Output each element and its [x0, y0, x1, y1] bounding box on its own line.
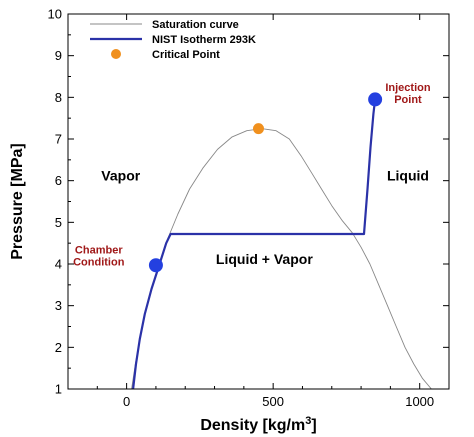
y-tick-label: 1	[55, 382, 62, 397]
region-label-liquid: Liquid	[387, 168, 429, 184]
legend-entry-0: Saturation curve	[152, 19, 239, 31]
y-tick-label: 9	[55, 48, 62, 63]
x-axis-title: Density [kg/m3]	[200, 415, 316, 434]
y-axis-title: Pressure [MPa]	[9, 143, 26, 260]
annotation-injection: Injection Point	[385, 82, 431, 106]
region-label-vapor: Vapor	[101, 168, 140, 184]
annotation-line: Injection	[385, 82, 431, 94]
annotation-line: Chamber	[75, 245, 123, 257]
y-tick-label: 6	[55, 173, 62, 188]
y-tick-label: 5	[55, 215, 62, 230]
marker-injection-point	[368, 92, 383, 107]
marker-chamber-condition	[148, 258, 163, 273]
x-tick-label: 0	[123, 394, 130, 409]
x-axis-title-sup: 3	[305, 415, 311, 427]
legend-entry-2: Critical Point	[152, 49, 220, 61]
annotation-chamber: Chamber Condition	[73, 245, 125, 269]
y-tick-label: 7	[55, 132, 62, 147]
legend-swatch-2	[111, 49, 121, 59]
annotation-line: Point	[394, 94, 422, 106]
x-tick-label: 1000	[405, 394, 434, 409]
x-axis-title-main: Density [kg/m	[200, 417, 305, 434]
series-line-nist-isotherm	[132, 99, 377, 389]
x-axis-title-tail: ]	[311, 417, 316, 434]
x-tick-label: 500	[262, 394, 284, 409]
region-label-liquid-vapor: Liquid + Vapor	[216, 251, 313, 267]
marker-critical-point	[253, 123, 264, 135]
y-tick-label: 4	[55, 257, 62, 272]
legend-entry-1: NIST Isotherm 293K	[152, 34, 256, 46]
y-tick-label: 8	[55, 90, 62, 105]
y-tick-label: 10	[48, 7, 62, 22]
annotation-line: Condition	[73, 257, 125, 269]
y-tick-label: 3	[55, 298, 62, 313]
plot-area: Vapor Liquid Liquid + Vapor Chamber Conditio…	[73, 82, 432, 389]
y-tick-label: 2	[55, 340, 62, 355]
legend: Saturation curve NIST Isotherm 293K Critic…	[90, 19, 256, 61]
plot-frame	[67, 13, 450, 390]
